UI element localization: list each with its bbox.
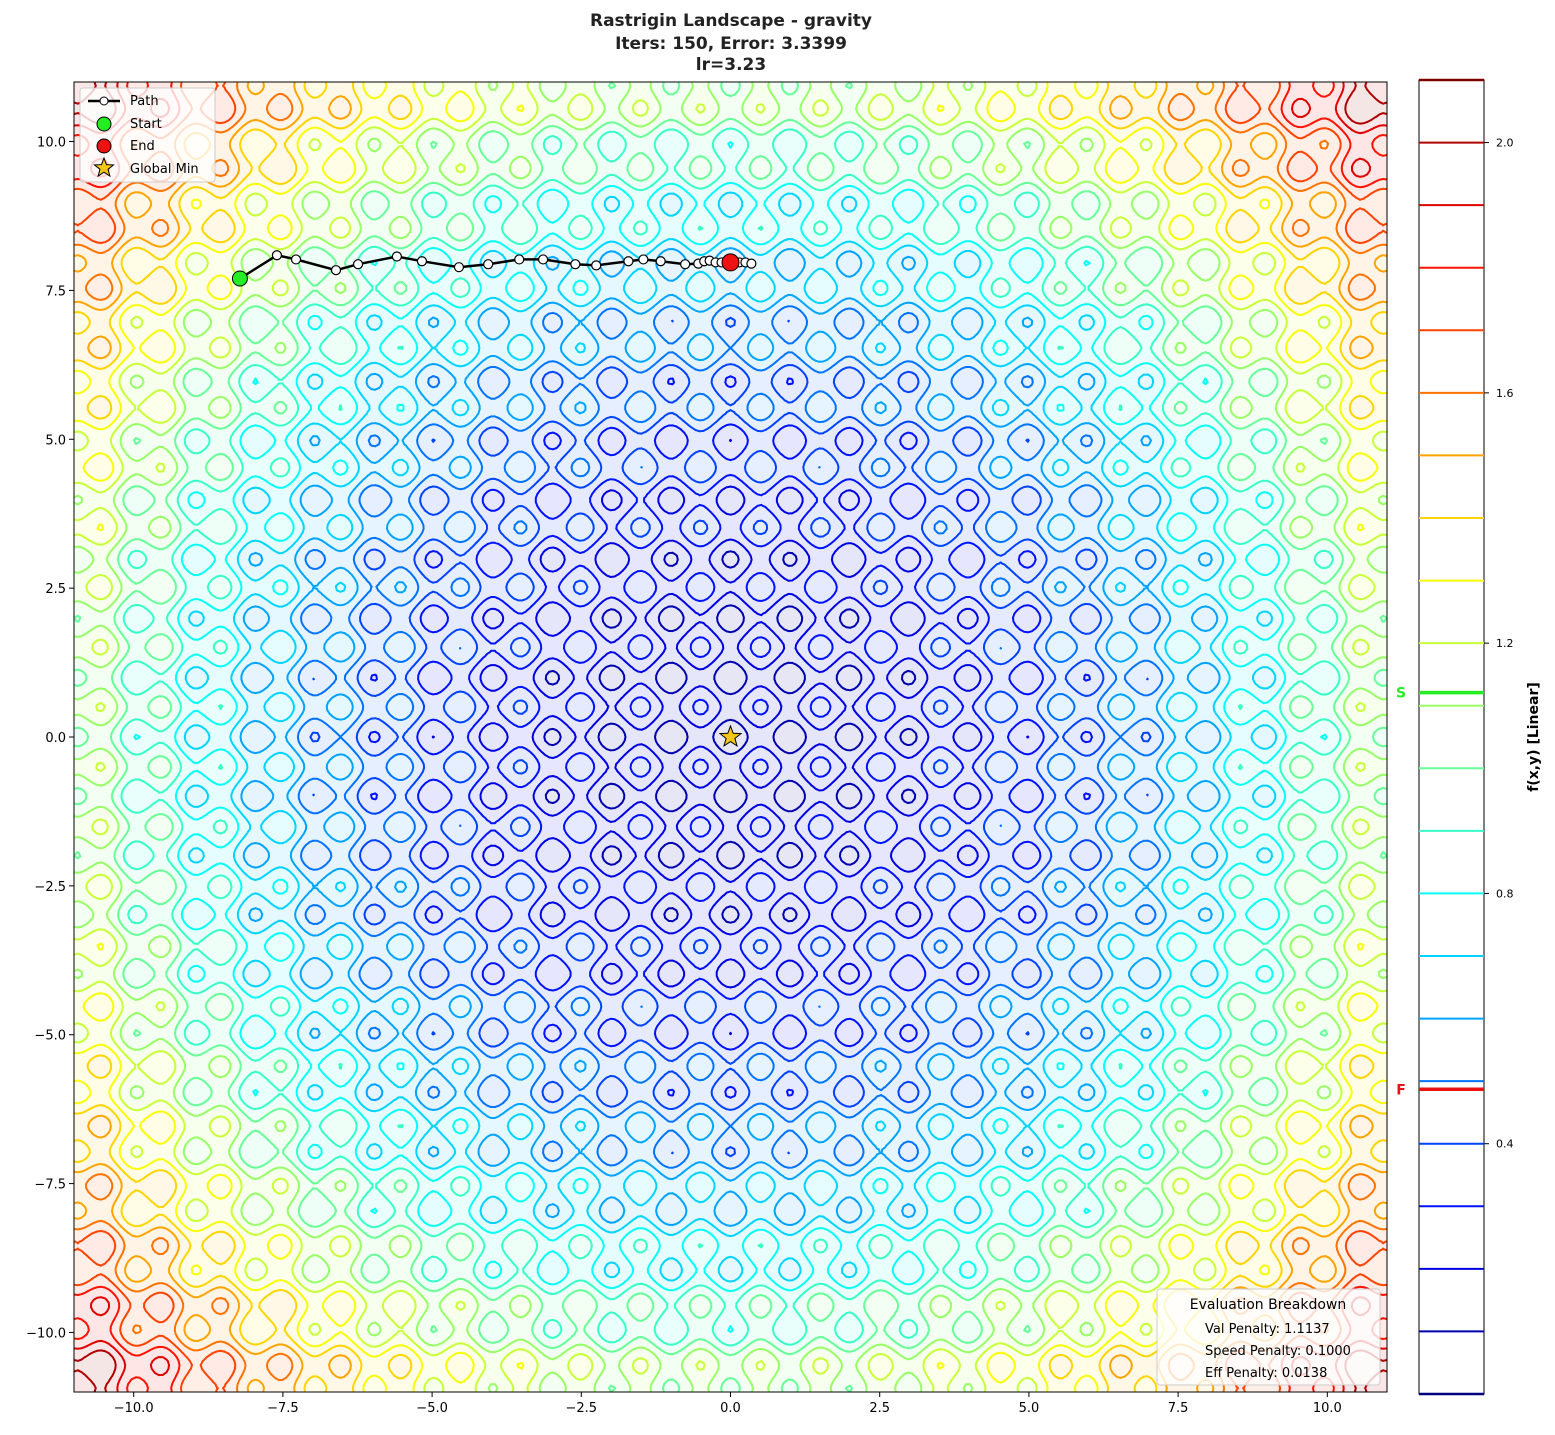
contour-level-1.6 xyxy=(74,82,1387,1392)
y-tick-label: 2.5 xyxy=(45,582,66,597)
path-point xyxy=(680,259,691,270)
x-tick-label: −5.0 xyxy=(416,1401,448,1416)
path-point xyxy=(638,254,649,265)
contour-level-1.5 xyxy=(74,82,1387,1392)
start-marker xyxy=(231,270,248,287)
colorbar-marker-label: F xyxy=(1396,1082,1406,1098)
contour-level-0.4 xyxy=(309,316,1152,1158)
legend-label-start: Start xyxy=(130,117,162,132)
title-line-2: Iters: 150, Error: 3.3399 xyxy=(615,34,847,54)
x-tick-label: 5.0 xyxy=(1019,1401,1040,1416)
colorbar-tick-label: 0.4 xyxy=(1496,1138,1514,1151)
legend-label-end: End xyxy=(130,139,155,154)
speed-penalty: Speed Penalty: 0.1000 xyxy=(1205,1344,1351,1359)
y-tick-label: 10.0 xyxy=(37,136,66,151)
x-tick-label: −7.5 xyxy=(267,1401,299,1416)
contour-level-0.6 xyxy=(239,247,1222,1227)
x-tick-label: 10.0 xyxy=(1313,1401,1342,1416)
y-tick-label: 5.0 xyxy=(45,433,66,448)
eff-penalty: Eff Penalty: 0.0138 xyxy=(1205,1366,1327,1381)
colorbar-label: f(x,y) [Linear] xyxy=(1526,682,1542,792)
path-point xyxy=(746,258,757,269)
legend-label-global-min: Global Min xyxy=(130,162,199,177)
path-point xyxy=(591,260,602,271)
y-tick-label: −10.0 xyxy=(26,1326,66,1341)
legend-label-path: Path xyxy=(130,94,159,109)
colorbar: 0.4 0.8 1.2 1.6 2.0 S F xyxy=(1396,78,1514,1396)
contour-level-0.2 xyxy=(431,438,1030,1036)
colorbar-tick-label: 0.8 xyxy=(1496,887,1514,900)
x-tick-label: 0.0 xyxy=(720,1401,741,1416)
contour-lines xyxy=(74,82,1387,1392)
path-point xyxy=(416,256,428,267)
x-tick-label: 7.5 xyxy=(1168,1401,1189,1416)
legend-end-marker xyxy=(96,138,112,154)
path-point xyxy=(352,259,364,270)
end-marker xyxy=(721,253,740,272)
path-point xyxy=(290,254,302,265)
contour-level-0.9 xyxy=(119,127,1342,1347)
contour-level-1.1 xyxy=(74,82,1387,1392)
colorbar-tick-label: 1.2 xyxy=(1496,637,1514,650)
path-point xyxy=(570,259,581,270)
colorbar-tick-label: 2.0 xyxy=(1496,137,1514,150)
contour-level-0.8 xyxy=(133,141,1328,1333)
y-tick-label: 0.0 xyxy=(45,731,66,746)
y-tick-label: −7.5 xyxy=(34,1178,66,1193)
legend-start-marker xyxy=(96,116,112,132)
contour-level-1.3 xyxy=(74,82,1387,1392)
path-point xyxy=(514,254,525,265)
colorbar-tick-label: 1.6 xyxy=(1496,387,1514,400)
path-point xyxy=(330,265,342,276)
contour-level-0.5 xyxy=(296,304,1165,1170)
evaluation-box: Evaluation Breakdown Val Penalty: 1.1137… xyxy=(1156,1288,1381,1386)
colorbar-marker-label: S xyxy=(1396,686,1406,702)
x-axis: −10.0 −7.5 −5.0 −2.5 0.0 2.5 5.0 7.5 10.0 xyxy=(114,1392,1342,1416)
contour-level-0.3 xyxy=(368,375,1093,1099)
path-point xyxy=(271,250,283,261)
path-point xyxy=(537,254,549,265)
y-axis: −10.0 −7.5 −5.0 −2.5 0.0 2.5 5.0 7.5 10.0 xyxy=(26,136,74,1341)
path-point xyxy=(483,259,494,270)
y-tick-label: 7.5 xyxy=(45,284,66,299)
y-tick-label: −5.0 xyxy=(34,1029,66,1044)
legend: Path Start End Global Min xyxy=(79,87,216,183)
path-point xyxy=(391,251,402,262)
title-line-3: lr=3.23 xyxy=(696,55,766,75)
y-tick-label: −2.5 xyxy=(34,880,66,895)
x-tick-label: −10.0 xyxy=(114,1401,154,1416)
contour-level-1 xyxy=(74,82,1387,1392)
contour-level-1.2 xyxy=(74,82,1387,1392)
evaluation-title: Evaluation Breakdown xyxy=(1190,1297,1346,1313)
path-point xyxy=(453,262,465,273)
legend-star-icon xyxy=(93,156,115,178)
path-point xyxy=(655,256,666,267)
x-tick-label: −2.5 xyxy=(566,1401,598,1416)
optimizer-path xyxy=(231,250,757,748)
contour-level-0.1 xyxy=(543,550,918,924)
contour-level-0.7 xyxy=(183,191,1278,1283)
val-penalty: Val Penalty: 1.1137 xyxy=(1205,1322,1330,1337)
x-tick-label: 2.5 xyxy=(869,1401,890,1416)
legend-path-marker xyxy=(99,96,109,106)
colorbar-frame xyxy=(1418,79,1485,1395)
global-min-marker xyxy=(718,724,743,748)
title-line-1: Rastrigin Landscape - gravity xyxy=(590,11,872,31)
path-point xyxy=(623,256,634,267)
